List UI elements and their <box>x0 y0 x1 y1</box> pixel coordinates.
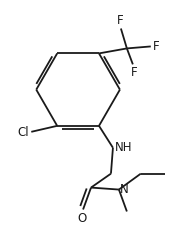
Text: F: F <box>153 40 159 53</box>
Text: Cl: Cl <box>18 126 29 139</box>
Text: F: F <box>131 66 137 79</box>
Text: NH: NH <box>115 141 132 154</box>
Text: F: F <box>117 14 123 27</box>
Text: O: O <box>77 213 87 226</box>
Text: N: N <box>120 183 129 196</box>
